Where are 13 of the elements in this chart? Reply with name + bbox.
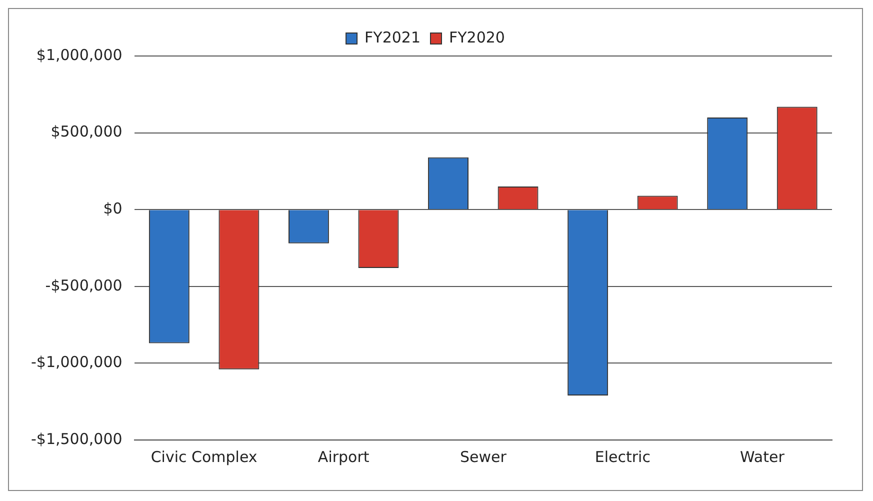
y-tick-label: -$500,000 [45, 276, 122, 294]
y-tick-label: -$1,000,000 [31, 353, 122, 372]
legend-label: FY2021 [364, 28, 421, 46]
x-tick-label: Electric [594, 448, 650, 466]
x-tick-label: Water [740, 448, 786, 466]
y-tick-label: $0 [103, 199, 122, 218]
x-tick-label: Sewer [460, 448, 508, 466]
y-tick-label: $1,000,000 [36, 46, 122, 64]
x-tick-label: Civic Complex [150, 448, 258, 466]
y-tick-label: -$1,500,000 [31, 430, 122, 448]
legend-label: FY2020 [449, 28, 505, 46]
x-tick-label: Airport [318, 448, 370, 466]
y-tick-label: $500,000 [50, 122, 122, 141]
